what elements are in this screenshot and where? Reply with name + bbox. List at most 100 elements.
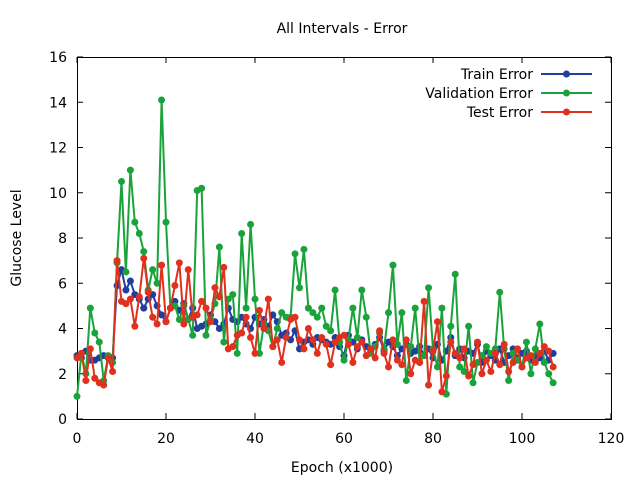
x-axis-label: Epoch (x1000)	[291, 460, 393, 476]
series-layer	[73, 96, 557, 400]
test-error-point	[300, 345, 308, 353]
validation-error-point	[309, 309, 317, 317]
test-error-point	[456, 354, 464, 362]
test-error-point	[278, 358, 286, 366]
test-error-point	[367, 345, 375, 353]
test-error-point	[211, 284, 219, 292]
legend-item-validation-error: Validation Error	[425, 86, 592, 102]
validation-error-point	[411, 304, 419, 312]
validation-error-point	[398, 309, 406, 317]
validation-error-point	[189, 331, 197, 339]
y-tick-label: 16	[49, 50, 67, 66]
legend-item-train-error: Train Error	[460, 67, 592, 83]
validation-error-point	[327, 327, 335, 335]
test-error-point	[518, 363, 526, 371]
test-error-point	[549, 363, 557, 371]
test-error-point	[536, 349, 544, 357]
test-error-point	[353, 343, 361, 351]
test-error-point	[362, 352, 370, 360]
test-error-point	[505, 367, 513, 375]
legend-swatch-marker	[563, 70, 570, 78]
test-error-point	[282, 334, 290, 342]
train-error-point	[411, 347, 419, 355]
train-error-point	[215, 325, 223, 332]
test-error-point	[514, 345, 522, 353]
validation-error-point	[162, 218, 170, 226]
test-error-point	[358, 338, 366, 346]
test-error-point	[260, 325, 268, 332]
test-error-point	[180, 320, 188, 328]
test-error-point	[140, 254, 148, 262]
validation-error-point	[242, 304, 250, 312]
test-error-point	[469, 361, 477, 369]
test-error-point	[184, 266, 192, 274]
test-error-point	[153, 320, 161, 328]
validation-error-point	[353, 334, 361, 342]
test-error-point	[269, 343, 277, 351]
test-error-point	[104, 354, 112, 362]
test-error-point	[509, 358, 517, 366]
validation-error-point	[229, 291, 237, 299]
validation-error-point	[238, 229, 246, 237]
y-tick-label: 10	[49, 186, 67, 202]
test-error-point	[238, 329, 246, 337]
test-error-point	[380, 349, 388, 357]
validation-error-point	[95, 338, 103, 346]
test-error-point	[247, 334, 255, 342]
validation-error-point	[278, 309, 286, 317]
validation-error-point	[233, 349, 241, 357]
test-error-point	[313, 349, 321, 357]
legend: Train Error Validation Error Test Error	[425, 67, 592, 121]
test-error-point	[545, 347, 553, 355]
train-error-point	[140, 304, 148, 312]
validation-error-point	[438, 304, 446, 312]
y-tick-label: 0	[58, 412, 67, 428]
validation-error-point	[447, 322, 455, 330]
test-error-point	[82, 377, 90, 385]
test-error-point	[371, 354, 379, 362]
test-error-point	[166, 304, 174, 312]
x-tick-label: 120	[598, 431, 625, 447]
x-tick-label: 100	[509, 431, 536, 447]
test-error-point	[100, 381, 108, 389]
validation-error-point	[527, 370, 535, 378]
validation-error-point	[536, 320, 544, 328]
validation-error-point	[296, 284, 303, 292]
test-error-point	[398, 361, 406, 369]
validation-error-point	[131, 218, 139, 226]
train-error-point	[122, 286, 130, 294]
validation-error-point	[420, 352, 428, 360]
test-error-point	[242, 313, 250, 321]
test-error-point	[416, 358, 424, 366]
y-tick-label: 14	[49, 95, 67, 111]
validation-error-point	[349, 304, 357, 312]
test-error-point	[327, 361, 335, 369]
test-error-point	[478, 370, 486, 378]
validation-error-point	[460, 367, 468, 375]
validation-error-point	[122, 268, 130, 276]
test-error-point	[309, 336, 317, 344]
test-error-point	[402, 336, 410, 344]
test-error-point	[296, 336, 303, 344]
test-error-point	[425, 381, 433, 389]
y-tick-label: 12	[49, 141, 67, 157]
y-tick-label: 8	[58, 231, 67, 247]
x-tick-label: 0	[73, 431, 82, 447]
test-error-point	[113, 257, 121, 265]
validation-error-point	[385, 309, 392, 317]
validation-error-point	[140, 248, 148, 256]
test-error-point	[149, 313, 157, 321]
test-error-point	[77, 349, 85, 357]
validation-error-point	[407, 343, 415, 351]
validation-error-point	[322, 322, 330, 330]
test-error-point	[86, 345, 94, 353]
test-error-point	[126, 295, 134, 303]
test-error-point	[131, 322, 139, 330]
test-error-point	[442, 372, 450, 380]
test-error-point	[531, 358, 539, 366]
test-error-point	[215, 293, 223, 301]
validation-error-point	[273, 325, 281, 332]
test-error-point	[500, 340, 508, 348]
validation-error-point	[126, 166, 134, 174]
test-error-point	[318, 334, 326, 342]
